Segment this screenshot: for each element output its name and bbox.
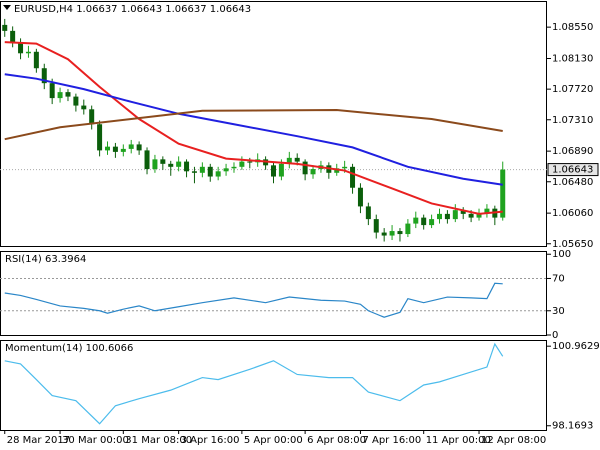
collapse-icon [3,5,11,10]
y-tick-label: 98.1693 [552,421,593,432]
y-tick-label: 100.9629 [552,341,600,352]
candle-body [207,166,213,177]
candle-body [365,206,371,220]
candle-body [41,68,47,84]
y-tick-label: 1.07720 [552,84,593,95]
candle-body [373,219,379,233]
candle-body [436,213,442,220]
y-tick-label: 70 [552,273,565,284]
candle-body [278,163,284,177]
candle-body [302,161,308,175]
candle-body [105,146,111,151]
candle-body [271,165,276,177]
indicator-line [4,282,503,318]
candle-body [310,169,316,175]
candle-body [152,159,158,170]
candle-body [239,161,245,167]
candle-body [389,231,395,236]
moving-average [4,41,503,215]
candle-body [191,171,197,173]
x-tick-label: 5 Apr 00:00 [244,435,303,446]
candle-body [397,231,403,235]
y-tick-label: 1.06060 [552,208,593,219]
candle-body [160,159,166,164]
candle-body [120,148,126,152]
y-tick-label: 100 [552,249,571,260]
x-tick-label: 30 Mar 00:00 [62,435,129,446]
candle-body [294,157,300,162]
candle-body [460,210,466,214]
candle-body [81,105,87,110]
candle-body [184,161,190,172]
candle-body [334,168,340,173]
panel-title: RSI(14) 63.3964 [5,254,86,265]
x-tick-label: 28 Mar 2017 [7,435,70,446]
x-tick-label: 6 Apr 08:00 [307,435,366,446]
candle-body [429,219,435,226]
candle-body [112,146,118,152]
candle-body [247,161,253,163]
y-tick-label: 1.06890 [552,146,593,157]
candle-body [2,24,8,31]
candle-body [413,217,419,224]
x-tick-label: 7 Apr 16:00 [362,435,421,446]
y-tick-label: 1.08550 [552,22,593,33]
candle-body [468,213,474,218]
candle-body [350,166,356,188]
candle-body [231,166,237,169]
panel-title: Momentum(14) 100.6066 [5,343,133,354]
panel-frame [0,340,547,431]
candle-body [57,92,63,99]
x-tick-label: 3 Apr 16:00 [181,435,240,446]
moving-average [4,73,503,186]
candle-body [168,163,174,167]
y-tick-label: 1.06480 [552,177,593,188]
candle-body [18,42,24,54]
candle-body [405,223,411,235]
y-tick-label: 1.08130 [552,54,593,65]
candle-body [286,157,292,164]
candle-body [452,210,458,220]
x-tick-label: 12 Apr 08:00 [481,435,546,446]
candle-body [65,92,71,97]
candle-body [444,213,450,220]
moving-average [4,109,503,141]
indicator-line [4,342,504,425]
y-tick-label: 30 [552,306,565,317]
candle-body [25,51,31,54]
candle-body [357,187,363,207]
last-price-box [547,163,599,177]
candle-body [500,169,506,218]
last-price-label: 1.06643 [552,165,593,176]
y-tick-label: 1.05650 [552,239,593,250]
candle-body [128,144,134,149]
candle-body [484,208,490,214]
candle-body [144,150,150,170]
y-tick-label: 0 [552,330,558,341]
candle-body [476,213,482,218]
candle-body [199,166,205,173]
candle-body [33,51,39,69]
candle-body [97,124,103,151]
candle-body [223,168,229,172]
candle-body [73,96,79,106]
candle-body [136,144,142,151]
candle-body [342,166,348,169]
panel-frame [0,251,547,336]
candle-body [89,109,95,125]
candle-body [176,161,182,167]
candle-body [421,217,427,226]
x-tick-label: 11 Apr 00:00 [426,435,491,446]
candle-body [215,171,221,177]
candle-body [10,30,16,43]
x-tick-label: 31 Mar 08:00 [125,435,192,446]
y-tick-label: 1.07310 [552,115,593,126]
panel-frame [0,1,547,247]
panel-title: EURUSD,H4 1.06637 1.06643 1.06637 1.0664… [14,4,251,15]
candle-body [49,83,55,99]
candle-body [381,232,387,236]
